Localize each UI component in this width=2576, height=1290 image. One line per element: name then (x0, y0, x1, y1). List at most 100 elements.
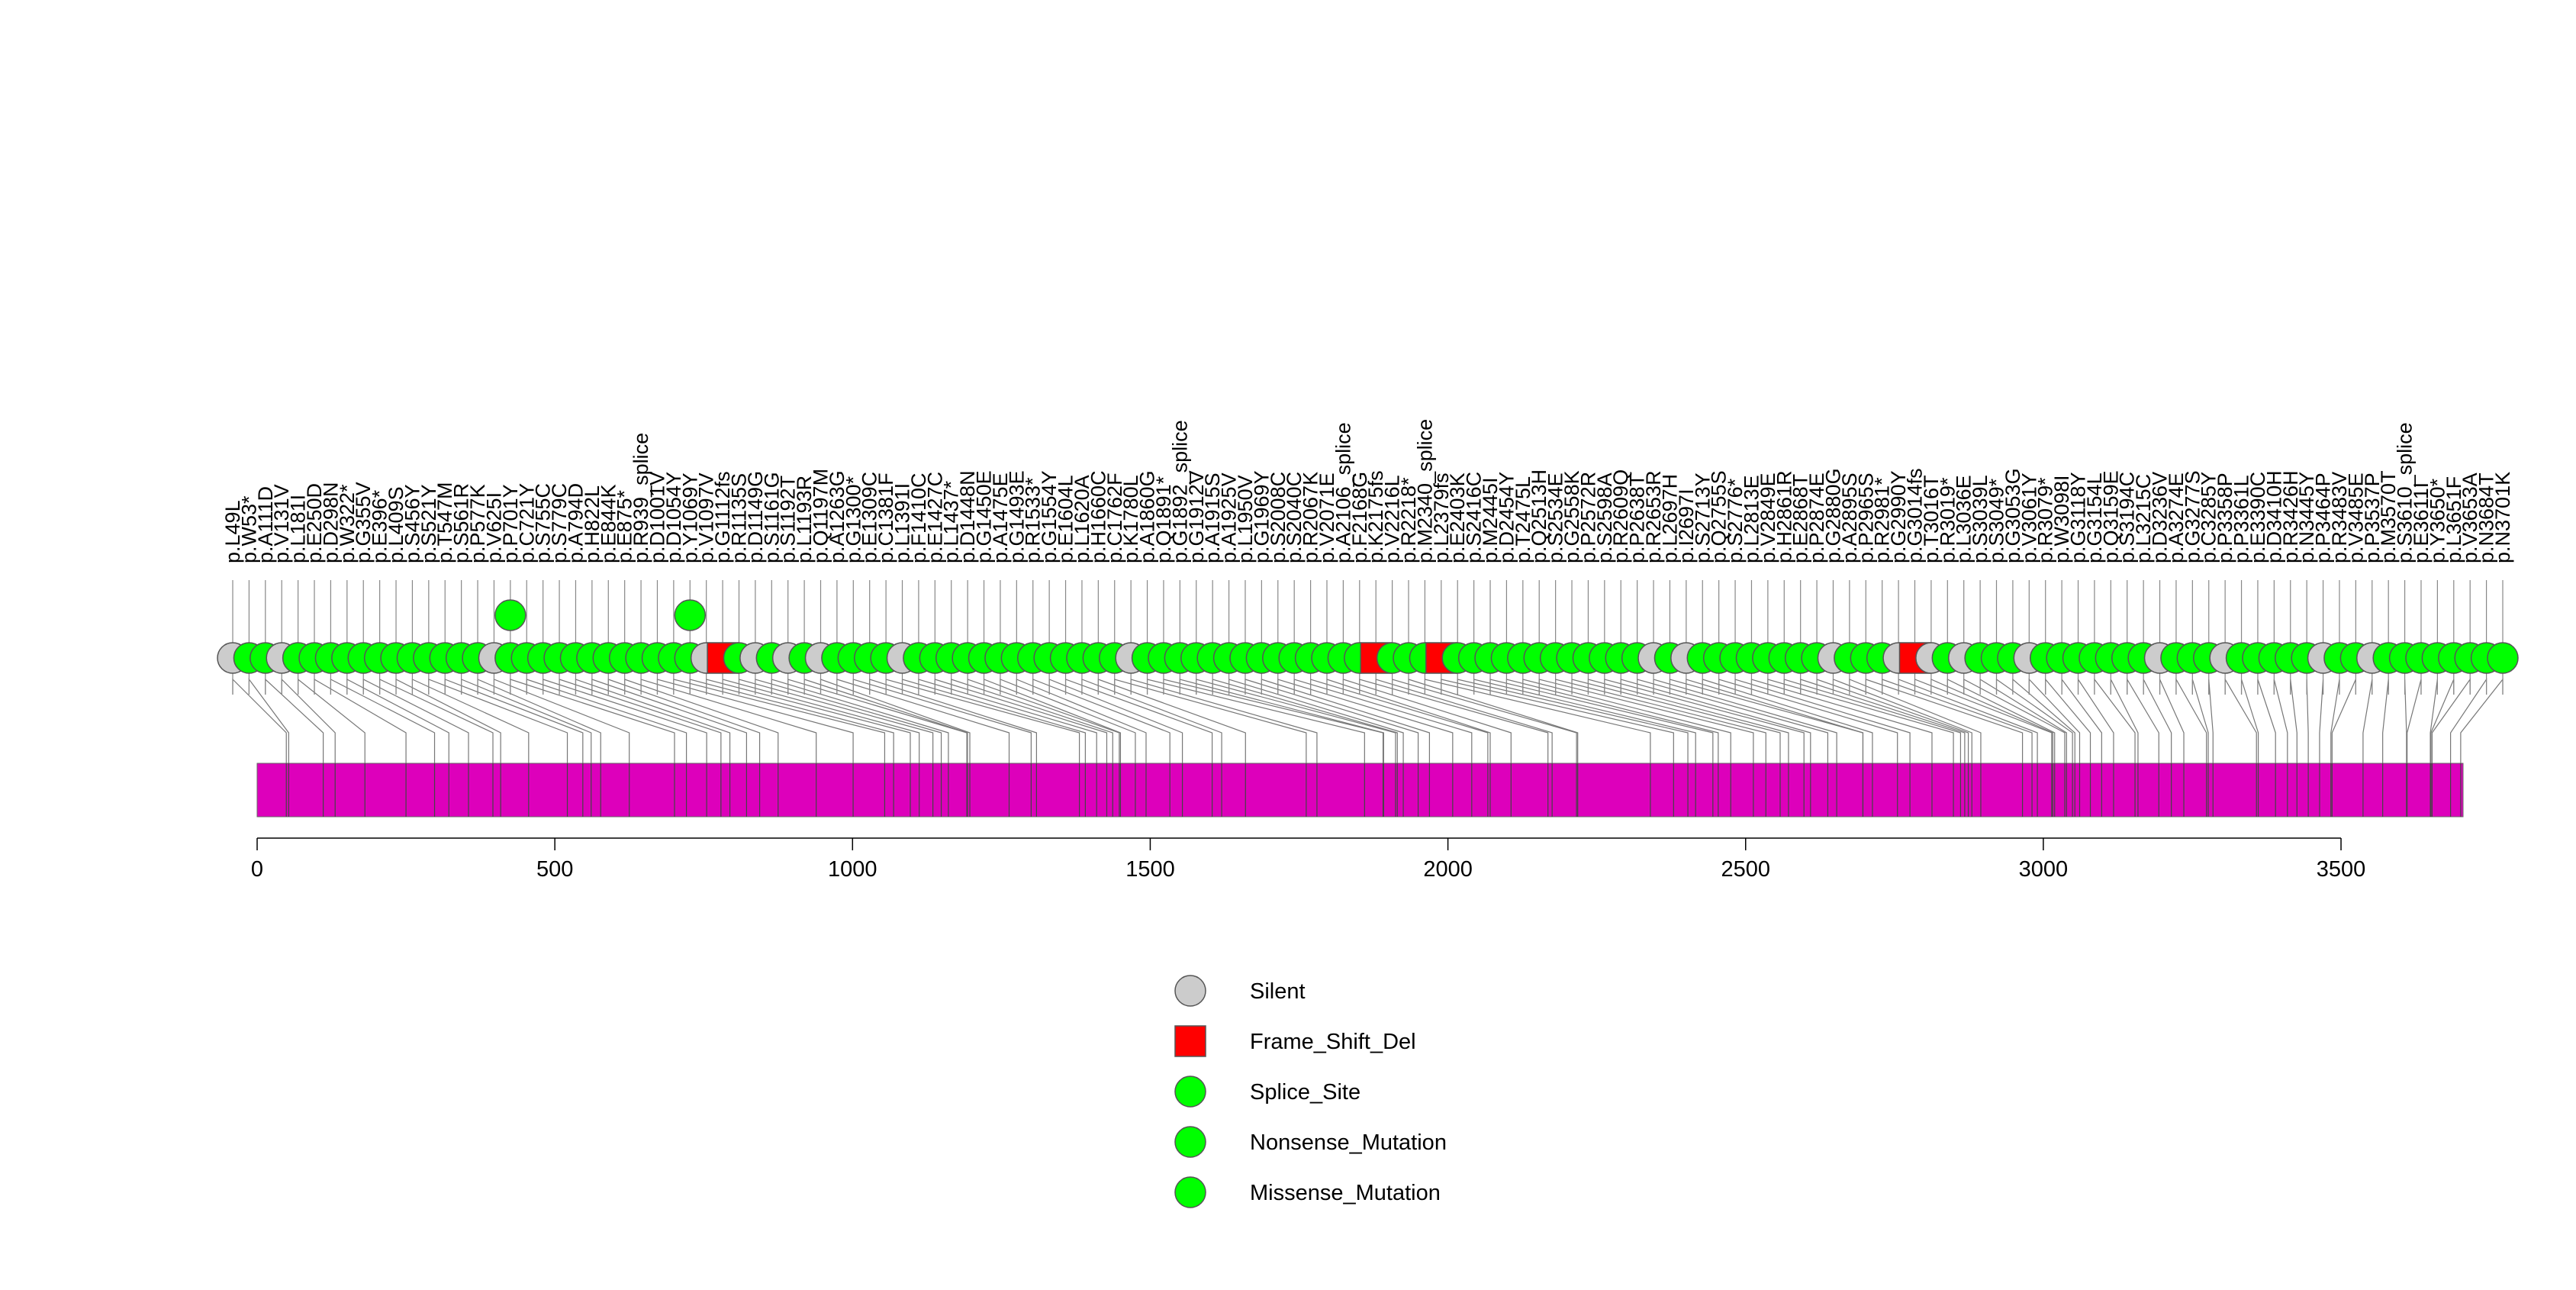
connector-p-e3390c (2257, 679, 2276, 763)
mutation-label-p-r2981: p.R2981* (1871, 477, 1894, 563)
mutation-label-p-d2454y: p.D2454Y (1495, 472, 1518, 563)
connector-p-c721y (526, 679, 687, 763)
legend-label-nonsense-mutation: Nonsense_Mutation (1250, 1130, 1447, 1155)
mutation-label-p-l3215c: p.L3215C (2132, 474, 2155, 563)
mutation-label-p-l409s: p.L409S (385, 486, 407, 563)
mutation-label-p-e2868t: p.E2868T (1789, 474, 1812, 563)
marker-p-y1069y-2 (674, 599, 707, 631)
mutation-label-p-n3684t: p.N3684T (2475, 472, 2498, 563)
marker-p-p701y-2 (494, 599, 526, 631)
mutation-label-p-s779c: p.S779C (548, 483, 571, 563)
mutation-label-p-p2965s: p.P2965S (1854, 472, 1877, 563)
x-tick-label-500: 500 (536, 857, 573, 882)
mutation-label-p-p577k: p.P577K (466, 484, 489, 563)
mutation-label-p-g2880g: p.G2880G (1821, 468, 1844, 563)
connector-p-l2813e (1750, 679, 1933, 763)
connector-p-p3464p (2319, 679, 2324, 763)
connector-p-p3358p (2224, 677, 2257, 763)
mutation-label-p-s2040c: p.S2040C (1283, 472, 1306, 563)
mutation-label-p-h1660c: p.H1660C (1087, 470, 1109, 563)
mutation-label-p-v3485e: p.V3485E (2344, 472, 2367, 563)
mutation-label-p-r939-splice: p.R939_splice (630, 433, 652, 563)
mutation-label-p-s1192t: p.S1192T (777, 476, 800, 563)
mutation-label-p-g2990y: p.G2990Y (1887, 470, 1910, 563)
mutation-label-p-d1001v: p.D1001V (646, 472, 668, 563)
connector-p-r939-splice (640, 679, 817, 763)
connector-p-g355v (362, 679, 469, 763)
mutation-label-p-g3118y: p.G3118Y (2067, 472, 2090, 563)
mutation-label-p-d1054y: p.D1054Y (662, 472, 685, 563)
connector-p-s456y (411, 679, 530, 763)
x-axis: 0 500 1000 1500 2000 2500 3000 3500 (251, 837, 2366, 882)
mutation-label-p-d1149g: p.D1149G (744, 471, 767, 563)
connector-p-t2475l (1522, 679, 1731, 763)
mutation-label-p-p3464p: p.P3464P (2312, 472, 2335, 563)
connector-p-q3159e (2110, 679, 2139, 763)
legend-swatch-missense-mutation (1174, 1176, 1206, 1208)
mutation-label-p-s2776: p.S2776* (1724, 478, 1747, 563)
connector-p-n3684t (2450, 678, 2487, 763)
mutation-label-p-l1950v: p.L1950V (1234, 475, 1257, 563)
mutation-labels: p.L49Lp.W53*p.A111Dp.V131Vp.L181Ip.E250D… (221, 419, 2514, 563)
connector-p-w53 (248, 678, 289, 763)
mutation-label-p-r3019: p.R3019* (1936, 477, 1959, 563)
connector-p-w3098i (2061, 678, 2102, 763)
connector-p-v3485e (2331, 679, 2356, 763)
mutation-label-p-s3039l: p.S3039L (1969, 475, 1992, 563)
mutation-label-p-d298n: p.D298N (319, 482, 342, 563)
connector-p-g3154l (2094, 678, 2136, 763)
mutation-label-p-l2697h: p.L2697H (1658, 474, 1681, 563)
mutation-label-p-e1604l: p.E1604L (1055, 475, 1077, 563)
mutation-label-p-v3061y: p.V3061Y (2017, 472, 2040, 563)
legend-swatch-frame-shift-del (1174, 1025, 1206, 1057)
mutation-label-p-a1915s: p.A1915S (1201, 472, 1224, 563)
mutation-label-p-r3426h: p.R3426H (2279, 470, 2302, 563)
mutation-label-p-g1969y: p.G1969Y (1250, 470, 1273, 563)
connector-p-s521y (428, 679, 568, 763)
connector-p-l2697h (1669, 679, 1864, 763)
x-tick-label-3500: 3500 (2317, 857, 2366, 882)
connector-p-v625i (493, 679, 630, 763)
mutation-label-p-l1391i: p.L1391I (891, 483, 914, 563)
connector-p-n3701k (2460, 678, 2504, 763)
mutation-label-p-v131v: p.V131V (270, 484, 293, 563)
mutation-label-p-g3277s: p.G3277S (2181, 470, 2204, 563)
legend-swatch-nonsense-mutation (1174, 1126, 1206, 1158)
connector-p-a1263g (836, 679, 1010, 763)
legend: Silent Frame_Shift_Del Splice_Site Nonsense… (1174, 975, 1447, 1208)
mutation-label-p-n3445y: p.N3445Y (2295, 472, 2318, 563)
mutation-label-p-p3358p: p.P3358P (2214, 472, 2236, 563)
mutation-label-p-e1427c: p.E1427C (923, 472, 946, 563)
mutation-label-p-r3079: p.R3079* (2034, 477, 2057, 563)
mutation-label-p-s3610-splice: p.S3610_splice (2394, 422, 2417, 563)
x-tick-label-0: 0 (251, 857, 263, 882)
mutation-label-p-v2216l: p.V2216L (1381, 475, 1404, 563)
mutation-label-p-s521y: p.S521Y (417, 484, 440, 563)
mutation-label-p-g1450e: p.G1450E (973, 470, 996, 563)
mutation-label-p-l3651f: p.L3651F (2442, 476, 2465, 563)
mutation-label-p-g1912v: p.G1912V (1185, 470, 1208, 563)
mutation-label-p-l1437: p.L1437* (940, 480, 963, 563)
legend-swatch-silent (1174, 975, 1206, 1007)
mutation-label-p-t547m: p.T547M (433, 482, 456, 563)
mutation-label-p-h2861r: p.H2861R (1773, 470, 1795, 563)
mutation-label-p-g1892-splice: p.G1892_splice (1168, 420, 1191, 563)
mutation-label-p-a1475e: p.A1475E (989, 472, 1012, 563)
connector-p-m3570t (2382, 679, 2389, 763)
mutation-label-p-n3701k: p.N3701K (2491, 472, 2514, 563)
mutation-label-p-q1891: p.Q1891* (1152, 476, 1175, 563)
legend-label-frame-shift-del: Frame_Shift_Del (1250, 1030, 1416, 1054)
mutation-label-p-g2558k: p.G2558K (1560, 470, 1583, 563)
mutation-label-p-q2513h: p.Q2513H (1528, 469, 1550, 563)
mutation-label-p-a3274e: p.A3274E (2165, 472, 2188, 563)
x-tick-label-3000: 3000 (2019, 857, 2069, 882)
mutation-label-p-a1263g: p.A1263G (826, 470, 848, 563)
mutation-label-p-l181i: p.L181I (287, 495, 310, 563)
connector-p-e3611i (2407, 679, 2422, 763)
mutation-label-p-e844k: p.E844K (597, 484, 620, 563)
mutation-label-p-a1860g: p.A1860G (1136, 470, 1159, 563)
connector-p-g3118y (2077, 678, 2114, 763)
mutation-label-p-l1193r: p.L1193R (793, 476, 816, 563)
mutation-label-p-v3653a: p.V3653A (2458, 472, 2481, 563)
